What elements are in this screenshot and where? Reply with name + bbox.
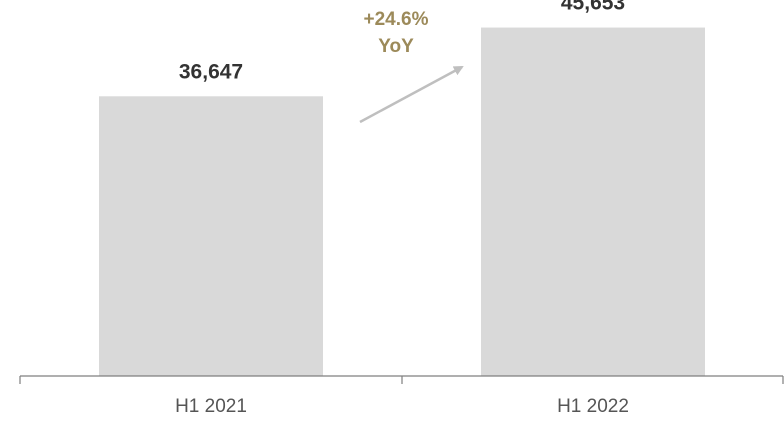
data-label-h1-2021: 36,647 bbox=[179, 60, 243, 83]
bar-h1-2021 bbox=[99, 96, 323, 376]
yoy-arrow bbox=[359, 65, 464, 124]
x-tick-label-h1-2022: H1 2022 bbox=[557, 396, 629, 417]
x-axis-tick-labels: H1 2021 H1 2022 bbox=[175, 396, 629, 417]
x-axis-ticks bbox=[19, 376, 784, 384]
bar-h1-2022 bbox=[481, 27, 705, 377]
data-label-h1-2022: 45,653 bbox=[561, 0, 625, 15]
bars-group bbox=[99, 27, 705, 377]
yoy-annotation: +24.6% YoY bbox=[359, 9, 464, 124]
value-labels-group: 36,647 45,653 bbox=[179, 0, 625, 83]
x-tick-label-h1-2021: H1 2021 bbox=[175, 396, 247, 417]
x-axis: H1 2021 H1 2022 bbox=[19, 375, 784, 417]
yoy-growth-label: +24.6% bbox=[364, 9, 429, 30]
yoy-period-label: YoY bbox=[378, 36, 414, 57]
